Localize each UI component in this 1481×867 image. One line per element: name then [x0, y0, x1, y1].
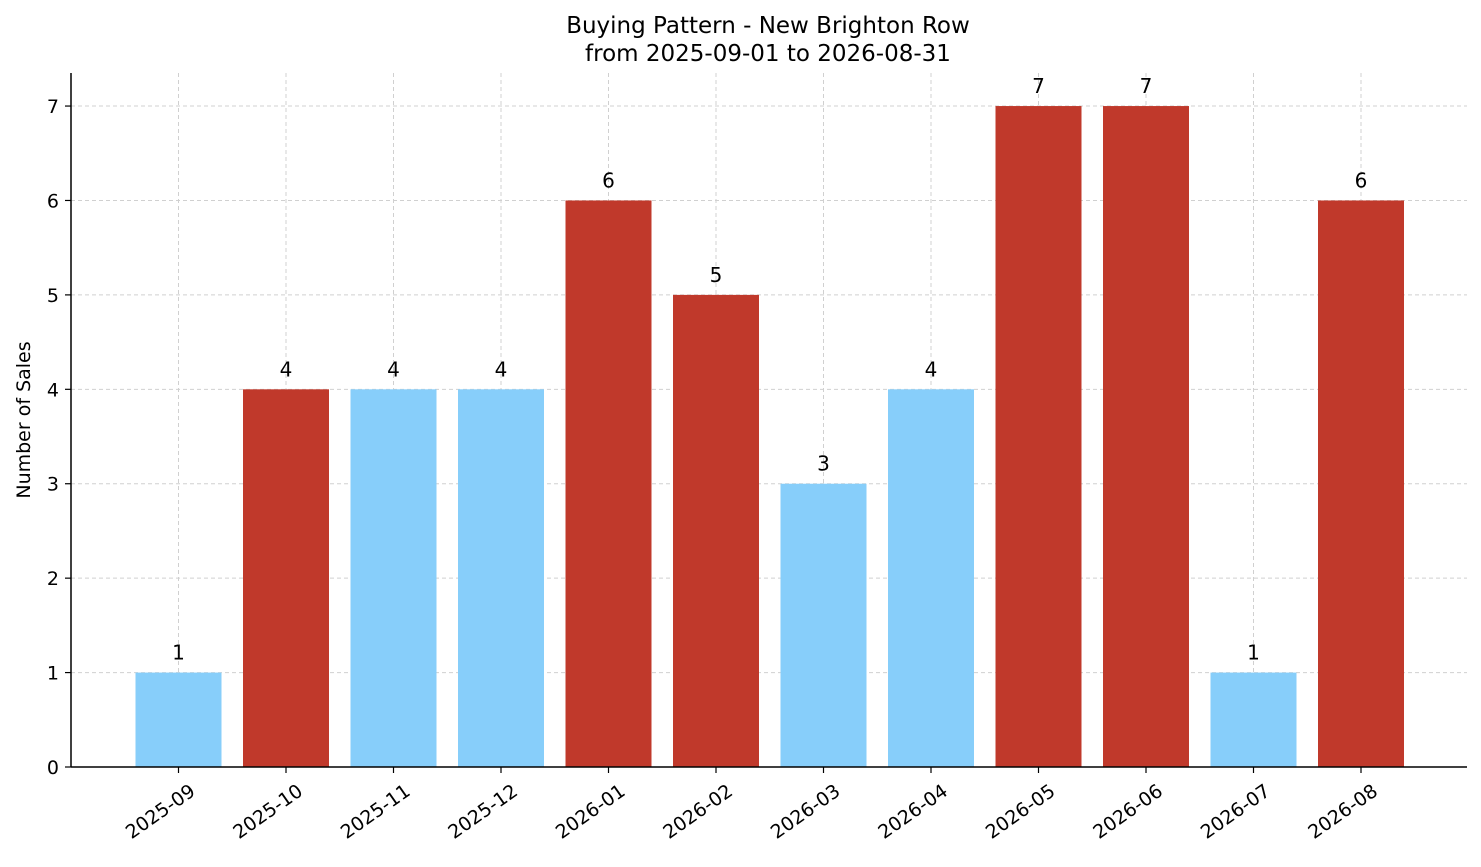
- x-tick-label: 2026-07: [1197, 780, 1275, 844]
- bar-value-label: 7: [1140, 74, 1153, 98]
- bar-value-label: 1: [172, 641, 185, 665]
- bar-value-label: 1: [1247, 641, 1260, 665]
- x-tick-label: 2026-01: [552, 780, 630, 844]
- x-tick-label: 2025-10: [229, 780, 307, 844]
- bar-value-label: 4: [925, 357, 938, 381]
- bar: [1318, 200, 1404, 768]
- x-tick-label: 2026-03: [767, 780, 845, 844]
- bar-value-label: 3: [817, 452, 830, 476]
- bar: [1210, 672, 1297, 767]
- bar-value-label: 7: [1032, 74, 1045, 98]
- bars: [135, 106, 1404, 768]
- x-tick-label: 2026-05: [982, 780, 1060, 844]
- bar-value-label: 4: [495, 357, 508, 381]
- bar: [350, 389, 437, 767]
- x-tick-label: 2026-04: [874, 780, 952, 844]
- bar: [565, 200, 652, 768]
- x-tick-label: 2026-02: [659, 780, 737, 844]
- bar-value-label: 4: [280, 357, 293, 381]
- bar-value-label: 5: [710, 263, 723, 287]
- y-tick-label: 5: [47, 285, 59, 307]
- bar-value-label: 4: [387, 357, 400, 381]
- y-tick-label: 4: [47, 379, 59, 401]
- y-tick-label: 3: [47, 474, 59, 496]
- y-tick-label: 1: [47, 663, 59, 685]
- bar: [673, 294, 759, 767]
- bar: [995, 106, 1082, 768]
- bar: [243, 389, 329, 767]
- x-tick-label: 2026-06: [1089, 780, 1167, 844]
- y-tick-label: 7: [47, 96, 59, 118]
- x-tick-label: 2025-12: [444, 780, 522, 844]
- y-axis-label: Number of Sales: [13, 341, 35, 498]
- chart-title: Buying Pattern - New Brighton Row: [566, 13, 970, 39]
- x-tick-label: 2026-08: [1304, 780, 1382, 844]
- y-tick-label: 6: [47, 190, 59, 212]
- x-tick-label: 2025-09: [122, 780, 200, 844]
- y-tick-label: 2: [47, 568, 59, 590]
- bar: [780, 483, 867, 767]
- bar: [135, 672, 222, 767]
- chart-subtitle: from 2025-09-01 to 2026-08-31: [585, 41, 951, 67]
- bar: [888, 389, 974, 767]
- bar-value-label: 6: [602, 168, 615, 192]
- y-tick-label: 0: [47, 757, 59, 779]
- x-tick-label: 2025-11: [337, 780, 415, 844]
- bar: [1103, 106, 1189, 768]
- bar: [458, 389, 544, 767]
- data-labels: 1 4 4 4 6 5 3 4 7 7 1 6: [172, 74, 1367, 665]
- bar-value-label: 6: [1355, 168, 1368, 192]
